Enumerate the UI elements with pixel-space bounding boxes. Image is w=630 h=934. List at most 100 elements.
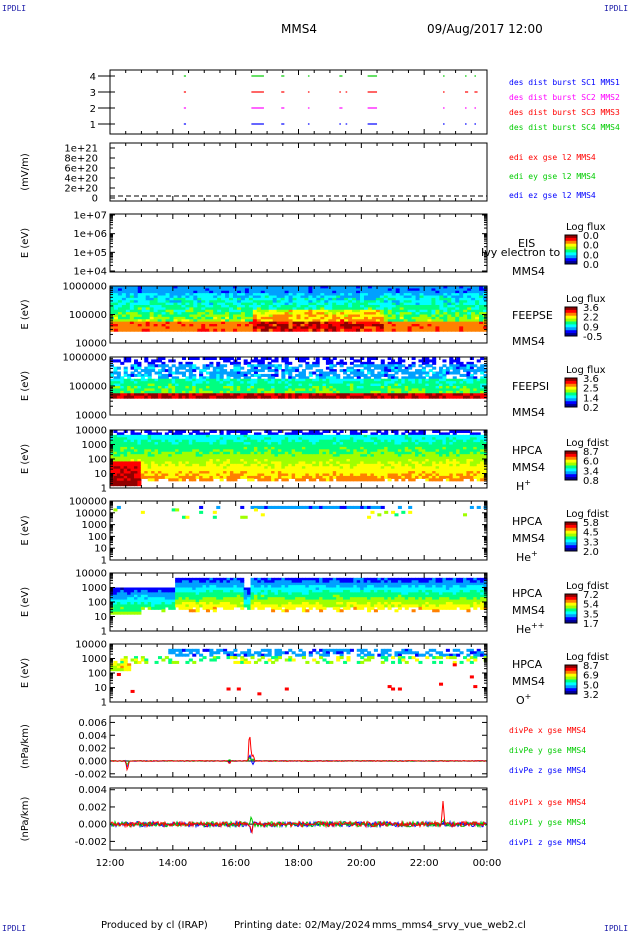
spectro-pixel-feepsi — [428, 393, 433, 397]
spectro-pixel-feepsi — [295, 388, 300, 392]
spectro-pixel-feepse — [467, 321, 472, 325]
spectro-pixel-feepsi — [428, 395, 433, 399]
spectro-pixel-feepse — [288, 326, 294, 330]
spectro-pixel-feepsi — [356, 395, 361, 399]
spectro-pixel-feepse — [181, 307, 186, 311]
spectro-pixel-feepsi — [250, 395, 255, 399]
spectro-pixel-hpca_h — [284, 451, 289, 455]
spectro-pixel-hpca_h — [243, 430, 248, 434]
spectro-pixel-hpca_h — [175, 434, 180, 438]
spectro-pixel-feepse — [221, 316, 226, 320]
spectro-pixel-feepsi — [144, 390, 149, 394]
spectro-pixel-hpca_h — [233, 459, 238, 463]
spectro-pixel-hpca_h — [144, 439, 149, 443]
spectro-pixel-feepse — [479, 293, 484, 297]
spectro-pixel-feepse — [233, 300, 238, 304]
spectro-pixel-feepsi — [127, 359, 132, 363]
spectro-pixel-feepsi — [185, 378, 190, 382]
spectro-pixel-hpca_h — [281, 461, 286, 465]
spectro-pixel-feepsi — [144, 386, 149, 390]
spectro-pixel-feepse — [395, 314, 401, 318]
spectro-pixel-feepsi — [140, 369, 145, 373]
spectro-pixel-feepse — [129, 290, 135, 294]
spectro-pixel-hpca_h — [192, 478, 197, 482]
spectro-pixel-hpca_h — [130, 466, 135, 470]
spectro-pixel-feepse — [236, 302, 242, 306]
spectro-pixel-feepsi — [322, 373, 327, 377]
spectro-pixel-feepse — [399, 290, 405, 294]
spectro-pixel-feepse — [483, 305, 488, 308]
spectro-pixel-feepse — [316, 319, 321, 323]
spectro-pixel-feepse — [439, 293, 444, 297]
spectro-pixel-feepse — [316, 302, 321, 306]
spectro-pixel-feepsi — [459, 383, 464, 387]
spectro-pixel-feepsi — [164, 378, 169, 382]
spectro-pixel-hpca_h — [295, 475, 300, 479]
spectro-pixel-feepsi — [219, 386, 224, 390]
spectro-pixel-feepse — [229, 328, 234, 332]
colorbar-cell-feepse — [565, 317, 577, 320]
spectro-pixel-feepsi — [137, 364, 142, 368]
spectro-pixel-feepse — [197, 305, 202, 308]
spectro-pixel-feepsi — [168, 388, 173, 392]
spectro-pixel-feepse — [284, 319, 290, 323]
spectro-pixel-hpca_h — [216, 444, 221, 448]
spectro-pixel-hpca_h — [116, 473, 121, 477]
spectro-pixel-feepse — [201, 300, 206, 304]
spectro-pixel-feepse — [387, 295, 393, 299]
spectro-pixel-feepsi — [188, 371, 193, 375]
spectro-pixel-feepse — [463, 288, 468, 292]
spectro-pixel-feepse — [363, 288, 369, 292]
spectro-pixel-hpca_h — [301, 463, 306, 467]
spectro-pixel-feepse — [153, 305, 159, 308]
spectro-pixel-feepse — [189, 321, 194, 325]
spectro-pixel-hpca_h — [219, 468, 224, 472]
spectro-pixel-feepsi — [370, 388, 375, 392]
spectro-pixel-feepse — [336, 290, 341, 294]
spectro-pixel-hpca_h — [137, 463, 142, 467]
spectro-pixel-feepsi — [360, 388, 365, 392]
spectro-pixel-feepsi — [250, 388, 255, 392]
spectro-pixel-feepse — [308, 286, 313, 289]
spectro-pixel-feepsi — [329, 378, 334, 382]
spectro-pixel-feepse — [352, 302, 357, 306]
spectro-pixel-feepsi — [456, 369, 461, 373]
spectro-pixel-hpca_h — [243, 468, 248, 472]
spectro-pixel-feepse — [471, 326, 476, 330]
spectro-pixel-feepse — [240, 288, 246, 292]
spectro-pixel-feepsi — [274, 369, 279, 373]
spectro-pixel-hpca_h — [301, 461, 306, 465]
spectro-pixel-hpca_h — [240, 449, 245, 453]
spectro-pixel-feepse — [312, 297, 317, 301]
spectro-pixel-feepsi — [298, 388, 303, 392]
spectro-pixel-feepsi — [301, 357, 306, 361]
spectro-pixel-feepse — [141, 316, 147, 320]
spectro-pixel-feepse — [260, 324, 266, 327]
spectro-pixel-feepse — [344, 309, 349, 313]
spectro-pixel-feepse — [308, 319, 313, 323]
spectro-pixel-feepse — [344, 302, 349, 306]
spectro-pixel-feepsi — [271, 373, 276, 377]
spectro-pixel-feepse — [153, 297, 159, 301]
spectro-pixel-hpca_h — [116, 451, 121, 455]
spectro-pixel-feepse — [233, 297, 238, 301]
spectro-pixel-hpca_h — [154, 478, 159, 482]
spectro-pixel-feepsi — [284, 378, 289, 382]
spectro-pixel-hpca_h — [212, 471, 217, 475]
spectro-pixel-hpca_h — [267, 434, 272, 438]
y-tick-label-edi: 6e+20 — [64, 164, 98, 175]
spectro-pixel-feepsi — [301, 381, 306, 385]
spectro-pixel-feepse — [256, 314, 262, 318]
spectro-pixel-feepse — [288, 324, 294, 327]
spectro-pixel-feepse — [248, 324, 254, 327]
spectro-pixel-feepse — [244, 290, 250, 294]
spectro-pixel-feepse — [352, 297, 357, 301]
colorbar-tick-feepsi: 3.6 — [583, 374, 599, 385]
spectro-pixel-feepse — [344, 314, 349, 318]
spectro-pixel-hpca_h — [291, 451, 296, 455]
spectro-pixel-hpca_h — [110, 463, 115, 467]
spectro-pixel-hpca_h — [219, 437, 224, 441]
spectro-pixel-hpca_h — [236, 446, 241, 450]
spectro-pixel-feepse — [209, 286, 214, 289]
spectro-pixel-feepsi — [456, 366, 461, 370]
